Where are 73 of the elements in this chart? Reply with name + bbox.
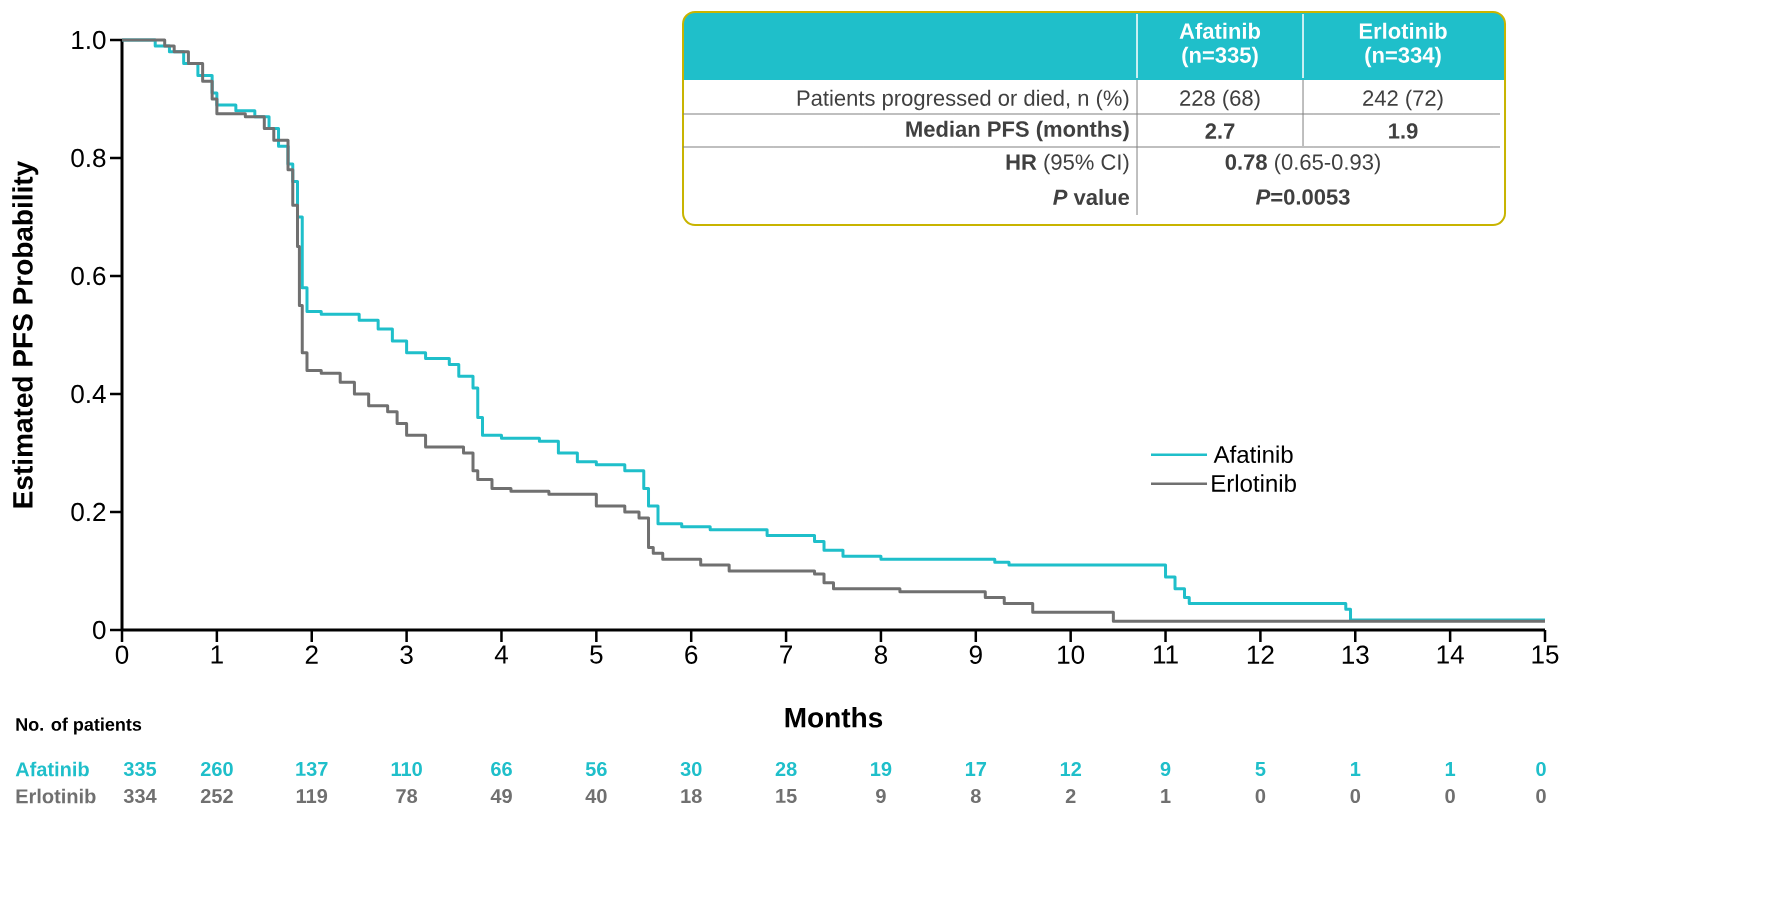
x-tick-label: 0 xyxy=(115,645,129,664)
x-tick-label: 8 xyxy=(874,645,888,664)
text: 137 xyxy=(296,761,328,777)
y-tick-label: 0.2 xyxy=(71,502,106,522)
text: 0 xyxy=(1350,788,1361,804)
text: No. of patients xyxy=(16,717,142,735)
text: 12 xyxy=(1060,762,1082,776)
text: 78 xyxy=(396,788,418,804)
x-tick-label: 7 xyxy=(780,645,792,664)
x-tick-label: 14 xyxy=(1437,645,1464,664)
x-tick-label: 15 xyxy=(1532,645,1559,664)
annotation: Patients progressed or died, n (%) xyxy=(797,89,1129,111)
annotation: P=0.0053 xyxy=(1255,189,1350,205)
annotation: 1.9 xyxy=(1389,123,1418,139)
text: Afatinib xyxy=(15,761,89,777)
annotation: Erlotinib (n=334) xyxy=(1359,22,1447,68)
text: 5 xyxy=(1255,762,1266,776)
y-tick-label: 0.6 xyxy=(71,266,106,286)
text: 335 xyxy=(123,761,157,777)
annotation: 228 (68) xyxy=(1180,89,1260,111)
text: 9 xyxy=(876,788,886,804)
x-tick-label: 6 xyxy=(685,645,698,664)
text: 260 xyxy=(200,761,233,777)
y-tick-label: 0 xyxy=(93,620,106,640)
annotation: P value xyxy=(1053,188,1130,206)
text: 19 xyxy=(871,761,892,777)
x-tick-label: 10 xyxy=(1058,645,1085,664)
text: 49 xyxy=(490,788,512,804)
x-tick-label: 2 xyxy=(305,645,318,664)
x-tick-label: 4 xyxy=(494,645,508,664)
x-axis-title: Months xyxy=(785,707,883,728)
legend-label: Erlotinib xyxy=(1212,474,1296,492)
x-tick-label: 9 xyxy=(969,645,982,664)
annotation: Afatinib (n=335) xyxy=(1179,22,1261,68)
y-tick-label: 1.0 xyxy=(72,30,106,50)
text: 119 xyxy=(296,788,328,804)
text: 1 xyxy=(1445,762,1456,776)
annotation: 2.7 xyxy=(1205,123,1235,139)
x-tick-label: 12 xyxy=(1247,645,1274,664)
annotation: 0.78 (0.65-0.93) xyxy=(1225,153,1380,175)
text: 15 xyxy=(776,789,797,803)
x-tick-label: 3 xyxy=(400,645,413,664)
legend-label: Afatinib xyxy=(1213,445,1293,464)
text: 110 xyxy=(391,761,422,777)
text: 28 xyxy=(775,761,797,777)
text: 1 xyxy=(1351,762,1361,776)
x-tick-label: 1 xyxy=(211,645,223,664)
text: 8 xyxy=(970,788,981,804)
annotation: 242 (72) xyxy=(1363,89,1443,111)
text: 0 xyxy=(1536,761,1546,777)
text: 1 xyxy=(1161,789,1171,803)
text: 2 xyxy=(1065,789,1076,803)
text: 0 xyxy=(1255,788,1266,804)
x-tick-label: 11 xyxy=(1154,645,1178,664)
annotation: Median PFS (months) xyxy=(906,120,1129,142)
text: 56 xyxy=(585,761,607,777)
text: 40 xyxy=(585,788,607,804)
x-tick-label: 5 xyxy=(590,645,603,664)
x-tick-label: 13 xyxy=(1342,645,1369,664)
text: Erlotinib xyxy=(16,788,96,804)
y-tick-label: 0.4 xyxy=(71,384,106,404)
text: 9 xyxy=(1160,761,1171,777)
text: 66 xyxy=(491,761,512,777)
y-tick-label: 0.8 xyxy=(71,148,106,168)
text: 17 xyxy=(965,762,987,776)
text: 334 xyxy=(123,788,157,804)
text: 0 xyxy=(1536,788,1546,804)
text: 18 xyxy=(681,788,702,804)
text: 0 xyxy=(1445,788,1455,804)
text: 30 xyxy=(680,761,702,777)
y-axis-title: Estimated PFS Probability xyxy=(12,160,39,508)
annotation: HR (95% CI) xyxy=(1006,153,1129,175)
text: 252 xyxy=(200,788,233,804)
